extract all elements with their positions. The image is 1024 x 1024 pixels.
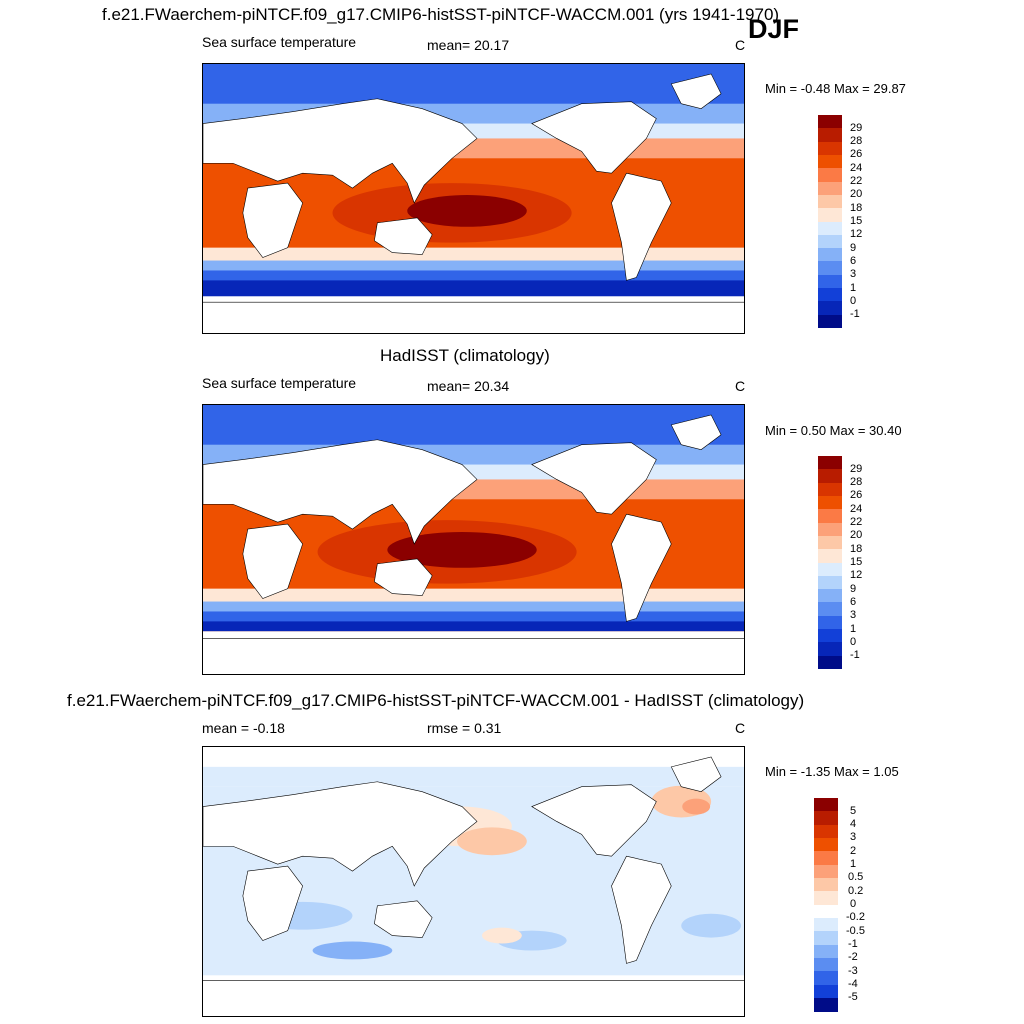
panel2-minmax: Min = 0.50 Max = 30.40 [765, 423, 902, 438]
panel3-colorbar-tick: -4 [848, 978, 858, 990]
panel1-colorbar-tick: -1 [850, 308, 860, 320]
panel3-difference-map [202, 746, 745, 1017]
panel1-colorbar-tick: 6 [850, 255, 857, 267]
panel3-colorbar: 5 4 3 2 1 0.5 0.2 0 -0.2 -0.5 -1 -2 -3 -… [814, 798, 865, 1012]
panel1-colorbar-tick: 24 [850, 162, 863, 174]
panel3-mean: mean = -0.18 [202, 720, 285, 736]
panel1-colorbar-tick: 22 [850, 175, 863, 187]
panel2-colorbar-tick: 3 [850, 609, 857, 621]
panel1-colorbar-tick: 3 [850, 268, 857, 280]
panel2-units: C [735, 378, 746, 394]
panel3-minmax: Min = -1.35 Max = 1.05 [765, 764, 899, 779]
panel1-colorbar-tick: 29 [850, 122, 863, 134]
panel2-colorbar-tick: 29 [850, 463, 863, 475]
panel3-colorbar-tick: -0.5 [846, 925, 865, 937]
panel2-colorbar-tick: 22 [850, 516, 863, 528]
panel2-colorbar-tick: 9 [850, 583, 857, 595]
panel3-colorbar-tick: 2 [850, 845, 857, 857]
panel3-units: C [735, 720, 746, 736]
panel2-colorbar-tick: 12 [850, 569, 863, 581]
panel3-colorbar-tick: 3 [850, 831, 857, 843]
panel3-colorbar-tick: -2 [848, 951, 858, 963]
panel2-colorbar-tick: 0 [850, 636, 857, 648]
panel1-colorbar: 29 28 26 24 22 20 18 15 12 9 6 3 1 0 -1 [818, 115, 862, 328]
panel2-colorbar-tick: 24 [850, 503, 863, 515]
panel2-hadisst-map [202, 404, 745, 675]
panel3-colorbar-tick: 1 [850, 858, 857, 870]
panel2-colorbar-tick: 18 [850, 543, 863, 555]
panel1-model-sst-map [202, 63, 745, 334]
panel1-mean: mean= 20.17 [427, 37, 510, 53]
panel1-colorbar-tick: 9 [850, 242, 857, 254]
panel2-colorbar-tick: 26 [850, 489, 863, 501]
panel1-title: f.e21.FWaerchem-piNTCF.f09_g17.CMIP6-his… [102, 5, 780, 24]
panel3-colorbar-tick: -0.2 [846, 911, 865, 923]
panel2-colorbar-tick: 6 [850, 596, 857, 608]
panel3-title: f.e21.FWaerchem-piNTCF.f09_g17.CMIP6-his… [67, 691, 805, 710]
panel2-mean: mean= 20.34 [427, 378, 510, 394]
panel2-colorbar-tick: 28 [850, 476, 863, 488]
panel1-colorbar-tick: 20 [850, 188, 863, 200]
panel1-colorbar-tick: 18 [850, 202, 863, 214]
panel3-colorbar-tick: -1 [848, 938, 858, 950]
panel1-colorbar-tick: 0 [850, 295, 857, 307]
panel1-colorbar-tick: 26 [850, 148, 863, 160]
panel2-colorbar: 29 28 26 24 22 20 18 15 12 9 6 3 1 0 -1 [818, 456, 862, 669]
panel2-title: HadISST (climatology) [380, 346, 550, 365]
panel3-colorbar-tick: 0 [850, 898, 857, 910]
panel1-left-label: Sea surface temperature [202, 34, 357, 50]
panel1-minmax: Min = -0.48 Max = 29.87 [765, 81, 906, 96]
panel3-colorbar-tick: -3 [848, 965, 858, 977]
panel3-colorbar-tick: -5 [848, 991, 858, 1003]
panel1-colorbar-tick: 12 [850, 228, 863, 240]
panel3-colorbar-tick: 0.2 [848, 885, 864, 897]
panel1-colorbar-tick: 1 [850, 282, 857, 294]
panel1-colorbar-tick: 15 [850, 215, 863, 227]
panel3-colorbar-tick: 5 [850, 805, 857, 817]
panel3-colorbar-tick: 4 [850, 818, 857, 830]
panel3-rmse: rmse = 0.31 [427, 720, 502, 736]
panel2-left-label: Sea surface temperature [202, 375, 357, 391]
panel2-colorbar-tick: 20 [850, 529, 863, 541]
panel2-colorbar-tick: 15 [850, 556, 863, 568]
panel1-colorbar-tick: 28 [850, 135, 863, 147]
panel1-units: C [735, 37, 746, 53]
panel2-colorbar-tick: 1 [850, 623, 857, 635]
season-label: DJF [748, 14, 800, 44]
panel3-colorbar-tick: 0.5 [848, 871, 864, 883]
panel2-colorbar-tick: -1 [850, 649, 860, 661]
